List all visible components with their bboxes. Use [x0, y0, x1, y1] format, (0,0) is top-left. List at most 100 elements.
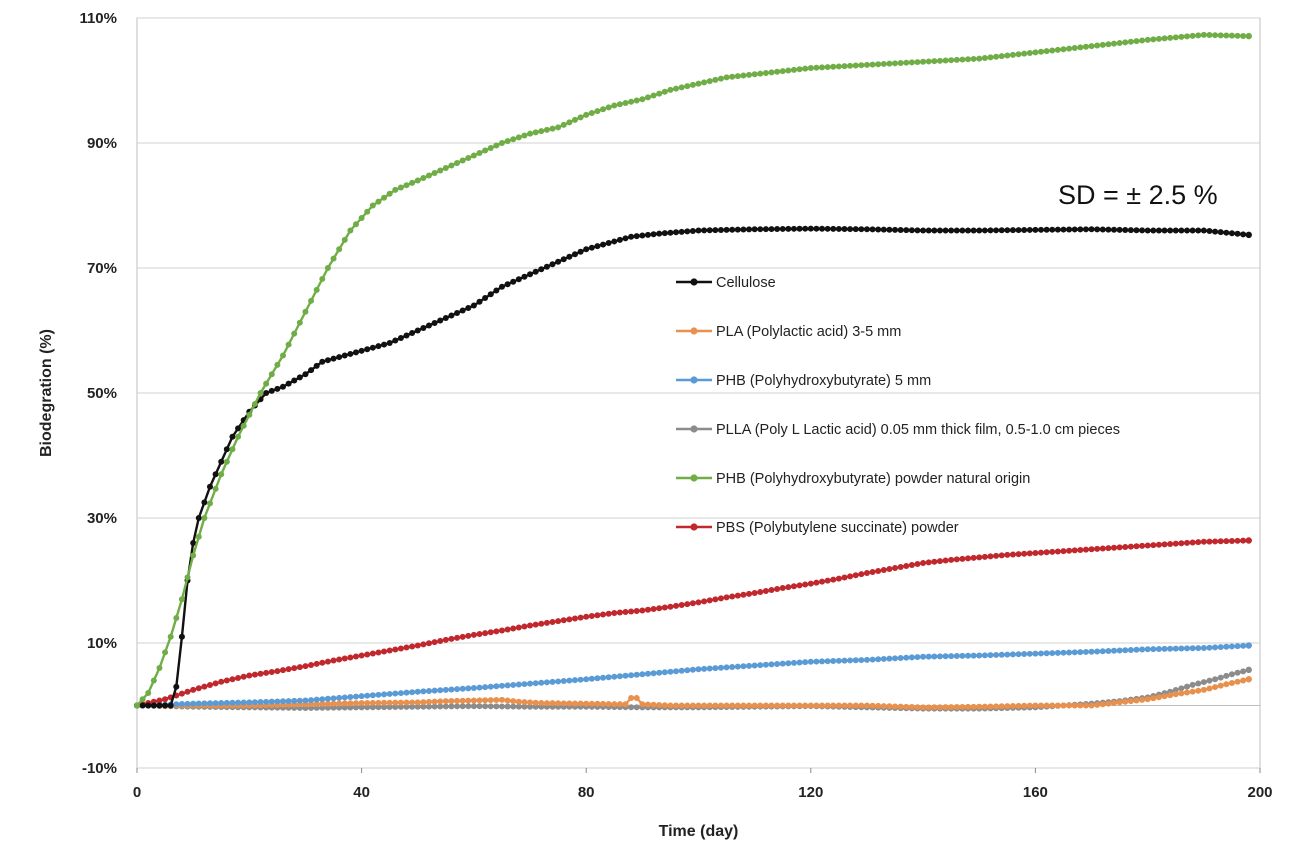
- data-point: [1139, 37, 1146, 44]
- data-point: [925, 704, 932, 711]
- data-point: [1217, 682, 1224, 689]
- data-point: [914, 704, 921, 711]
- data-point: [1066, 702, 1073, 709]
- data-point: [1066, 226, 1073, 233]
- data-point: [493, 628, 500, 635]
- data-point: [959, 227, 966, 234]
- data-point: [600, 611, 607, 618]
- data-point: [819, 658, 826, 665]
- data-point: [330, 695, 337, 702]
- data-point: [1234, 678, 1241, 685]
- data-point: [1245, 666, 1252, 674]
- data-point: [358, 215, 365, 221]
- data-point: [1004, 651, 1011, 658]
- data-point: [701, 79, 708, 86]
- data-point: [616, 101, 623, 108]
- data-point: [628, 608, 635, 615]
- data-point: [178, 596, 185, 603]
- data-point: [251, 400, 258, 407]
- data-point: [1021, 50, 1028, 57]
- data-point: [622, 609, 629, 615]
- data-point: [734, 663, 741, 670]
- data-point: [1043, 702, 1050, 709]
- data-point: [908, 227, 915, 234]
- data-point: [1139, 227, 1146, 234]
- data-point: [1071, 45, 1078, 51]
- data-point: [324, 695, 331, 702]
- data-point: [397, 645, 404, 652]
- x-tick-label: 40: [353, 784, 370, 801]
- data-point: [689, 227, 696, 234]
- data-point: [184, 574, 191, 581]
- y-axis-title: Biodegration (%): [38, 329, 55, 457]
- data-point: [470, 152, 477, 159]
- data-point: [1077, 547, 1084, 553]
- data-point: [223, 458, 230, 465]
- data-point: [498, 696, 505, 703]
- data-point: [369, 704, 376, 711]
- data-point: [352, 221, 359, 228]
- data-point: [257, 390, 264, 396]
- data-point: [644, 94, 651, 101]
- grid-lines: [137, 17, 1260, 769]
- data-point: [1015, 702, 1022, 709]
- data-point: [1234, 643, 1241, 650]
- data-point: [1172, 687, 1179, 694]
- data-point: [341, 694, 348, 701]
- data-point: [908, 654, 915, 661]
- data-point: [1150, 695, 1157, 702]
- data-point: [510, 681, 517, 688]
- data-point: [465, 305, 472, 311]
- data-point: [195, 700, 202, 707]
- data-point: [296, 664, 303, 671]
- data-point: [515, 624, 522, 631]
- data-point: [948, 57, 955, 64]
- data-point: [386, 340, 393, 346]
- data-point: [976, 703, 983, 710]
- data-point: [555, 618, 562, 625]
- data-point: [364, 651, 371, 658]
- data-point: [796, 582, 803, 589]
- data-point: [1122, 39, 1129, 46]
- data-point: [571, 251, 578, 258]
- data-point: [897, 703, 904, 710]
- data-point: [1060, 702, 1067, 709]
- data-point: [1195, 680, 1202, 687]
- data-point: [869, 569, 876, 575]
- data-point: [336, 704, 343, 711]
- data-point: [830, 702, 837, 709]
- data-point: [246, 699, 253, 706]
- data-point: [948, 227, 955, 234]
- data-point: [858, 571, 865, 578]
- data-point: [482, 295, 489, 301]
- data-point: [302, 371, 309, 378]
- data-point: [386, 704, 393, 711]
- data-point: [532, 680, 539, 687]
- data-point: [1116, 699, 1123, 706]
- data-point: [886, 703, 893, 710]
- legend-label: PLA (Polylactic acid) 3-5 mm: [716, 324, 901, 340]
- data-point: [476, 697, 483, 704]
- data-point: [875, 702, 882, 709]
- data-point: [358, 347, 365, 354]
- data-point: [774, 68, 781, 75]
- data-point: [897, 227, 904, 233]
- data-point: [364, 346, 371, 353]
- legend-item: PBS (Polybutylene succinate) powder: [676, 520, 959, 536]
- data-point: [324, 700, 331, 707]
- data-point: [431, 639, 438, 646]
- data-point: [903, 654, 910, 661]
- data-point: [633, 671, 640, 678]
- data-point: [296, 374, 303, 381]
- data-point: [863, 656, 870, 663]
- data-point: [347, 700, 354, 707]
- data-point: [1054, 226, 1061, 233]
- data-point: [678, 602, 685, 608]
- data-point: [1172, 645, 1179, 652]
- data-point: [712, 76, 719, 83]
- data-point: [240, 422, 247, 429]
- data-point: [1200, 31, 1207, 38]
- data-point: [313, 286, 320, 293]
- data-point: [813, 225, 820, 232]
- data-point: [510, 698, 517, 705]
